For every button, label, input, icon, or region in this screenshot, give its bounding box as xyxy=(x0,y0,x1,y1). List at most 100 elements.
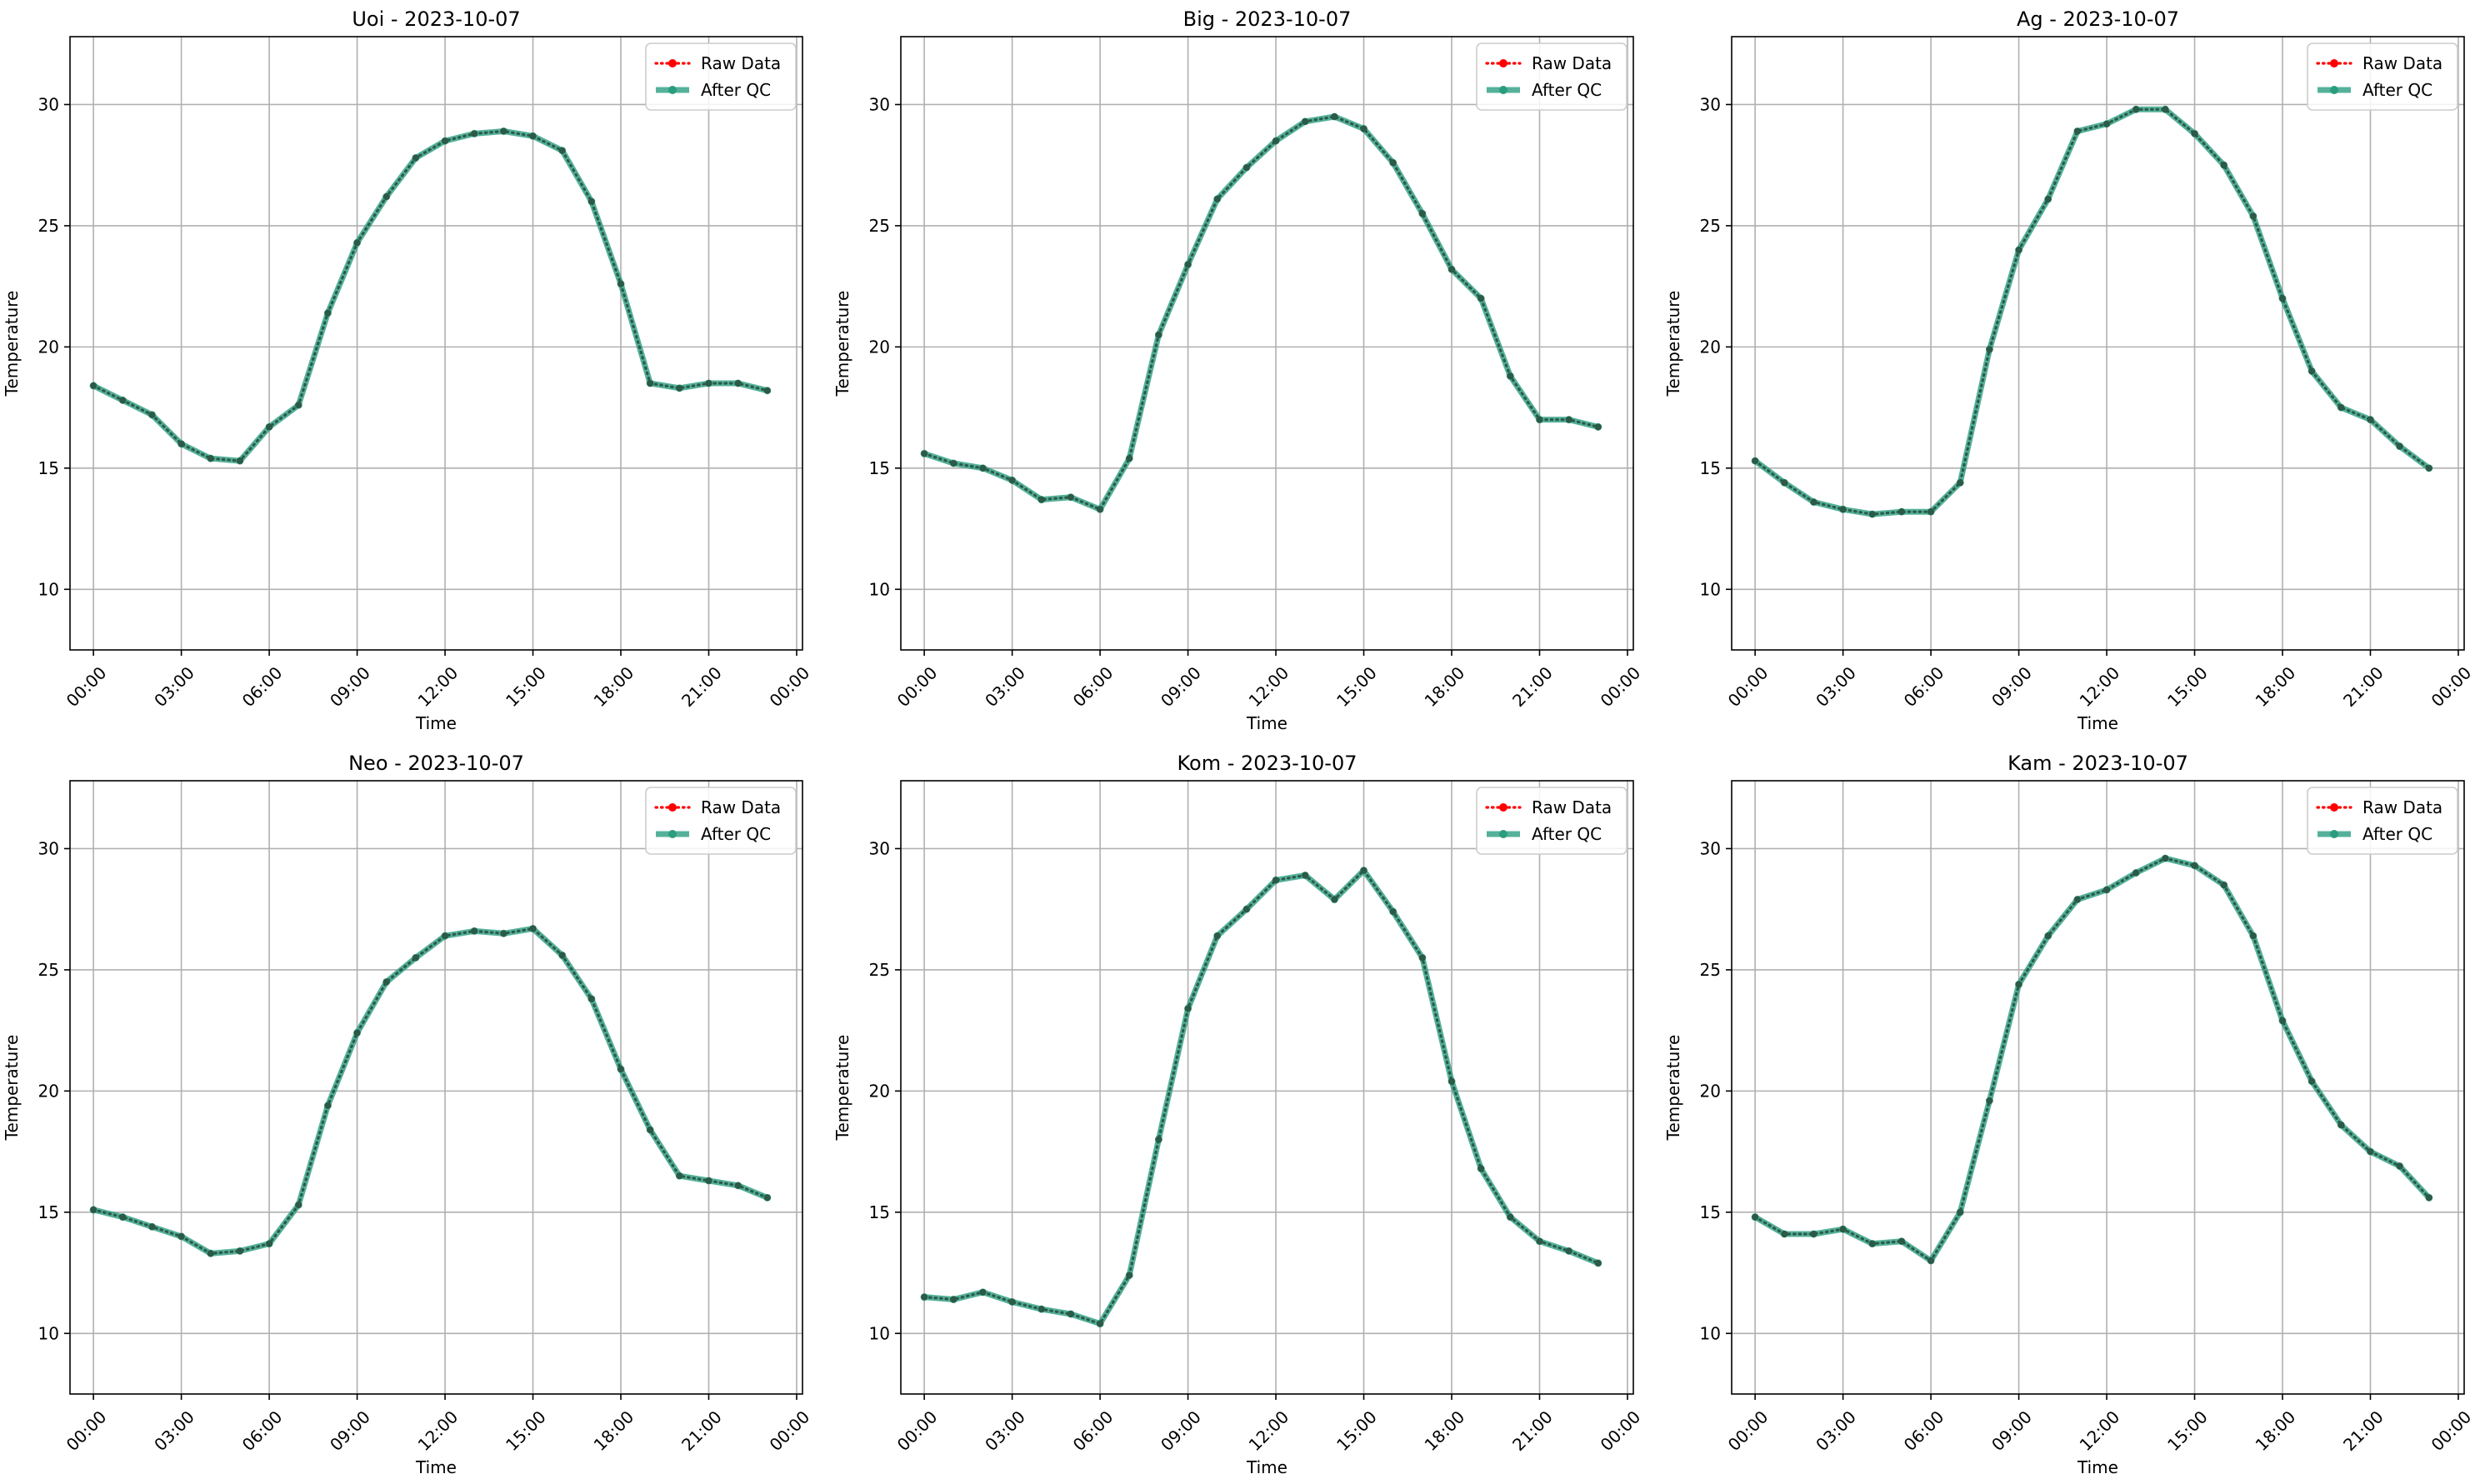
y-tick-label: 30 xyxy=(38,838,59,858)
legend-raw-data-marker xyxy=(668,803,677,812)
y-tick-label: 30 xyxy=(38,94,59,114)
y-tick-label: 20 xyxy=(869,1081,890,1101)
data-point-raw-data xyxy=(178,1232,185,1240)
subplot-title: Ag - 2023-10-07 xyxy=(2017,7,2179,31)
legend-raw-data-marker xyxy=(2330,803,2338,812)
data-point-raw-data xyxy=(1868,511,1876,518)
data-point-raw-data xyxy=(2249,932,2257,940)
x-tick-label: 21:00 xyxy=(678,1407,726,1455)
data-point-raw-data xyxy=(2396,1162,2403,1170)
data-point-raw-data xyxy=(588,995,595,1002)
data-point-raw-data xyxy=(921,1293,928,1301)
data-point-raw-data xyxy=(1038,496,1045,503)
data-point-raw-data xyxy=(1752,457,1759,465)
axes-frame xyxy=(69,36,803,651)
x-tick-label: 15:00 xyxy=(502,1407,550,1455)
data-point-raw-data xyxy=(207,455,214,462)
data-point-raw-data xyxy=(2279,1017,2287,1024)
data-point-raw-data xyxy=(1928,1257,1935,1264)
data-point-raw-data xyxy=(1213,932,1221,940)
y-tick-label: 25 xyxy=(38,216,59,236)
data-point-raw-data xyxy=(1126,1272,1133,1279)
y-tick-label: 30 xyxy=(1700,838,1721,858)
data-point-raw-data xyxy=(2191,862,2198,869)
data-point-raw-data xyxy=(2073,127,2081,135)
data-point-raw-data xyxy=(2425,464,2432,472)
axes-frame xyxy=(69,780,803,1395)
y-tick-label: 30 xyxy=(869,838,890,858)
y-tick-label: 10 xyxy=(38,579,59,599)
series-line-raw-data xyxy=(1753,107,2431,516)
data-point-raw-data xyxy=(1126,455,1133,462)
y-tick-label: 15 xyxy=(1700,458,1721,478)
y-tick-label: 30 xyxy=(1700,94,1721,114)
data-point-raw-data xyxy=(2338,1122,2345,1129)
legend-after-qc-marker xyxy=(1499,86,1508,94)
x-tick-label: 00:00 xyxy=(2428,1407,2476,1455)
data-point-raw-data xyxy=(471,927,478,935)
x-tick-label: 12:00 xyxy=(2076,662,2124,711)
legend-label-raw-data: Raw Data xyxy=(1532,797,1612,817)
data-point-raw-data xyxy=(1957,479,1964,487)
data-point-raw-data xyxy=(705,1177,712,1184)
x-tick-label: 09:00 xyxy=(1988,662,2036,711)
data-point-raw-data xyxy=(2396,442,2403,450)
data-point-raw-data xyxy=(1898,1237,1905,1245)
y-tick-label: 10 xyxy=(869,579,890,599)
data-point-raw-data xyxy=(236,457,243,465)
series-line-raw-data xyxy=(922,868,1600,1326)
data-point-raw-data xyxy=(676,384,683,392)
x-tick-label: 09:00 xyxy=(326,662,374,711)
data-point-raw-data xyxy=(950,460,958,467)
data-point-raw-data xyxy=(1097,1320,1104,1327)
y-tick-label: 20 xyxy=(869,337,890,357)
data-point-raw-data xyxy=(618,1066,625,1073)
data-point-raw-data xyxy=(763,1194,771,1202)
legend-box xyxy=(1476,42,1628,111)
x-tick-label: 06:00 xyxy=(1069,1407,1118,1455)
data-point-raw-data xyxy=(588,197,595,205)
x-tick-label: 06:00 xyxy=(238,662,287,711)
legend-after-qc-marker xyxy=(2330,830,2338,838)
y-tick-label: 10 xyxy=(869,1323,890,1343)
data-point-raw-data xyxy=(618,280,625,287)
data-point-raw-data xyxy=(2220,162,2228,169)
y-axis-label: Temperature xyxy=(832,291,852,397)
data-point-raw-data xyxy=(763,387,771,394)
data-point-raw-data xyxy=(979,464,987,472)
data-point-raw-data xyxy=(382,978,390,986)
data-point-raw-data xyxy=(1810,1231,1818,1237)
axes-frame xyxy=(900,36,1634,651)
data-point-raw-data xyxy=(412,954,419,962)
data-point-raw-data xyxy=(1155,1136,1162,1143)
data-point-raw-data xyxy=(1184,261,1192,268)
legend-label-after-qc: After QC xyxy=(2362,824,2432,844)
data-point-raw-data xyxy=(1389,159,1397,167)
data-point-raw-data xyxy=(1781,479,1788,487)
y-tick-label: 25 xyxy=(1700,216,1721,236)
grid xyxy=(70,781,802,1394)
x-tick-label: 15:00 xyxy=(1332,662,1381,711)
data-point-raw-data xyxy=(1478,1165,1485,1172)
data-point-raw-data xyxy=(412,154,419,162)
plot-area xyxy=(70,37,802,650)
x-axis-label: Time xyxy=(1246,713,1288,733)
legend-after-qc-marker xyxy=(1499,830,1508,838)
x-tick-label: 18:00 xyxy=(2252,662,2300,711)
data-point-raw-data xyxy=(1331,113,1338,120)
data-point-raw-data xyxy=(1184,1005,1192,1012)
x-tick-label: 15:00 xyxy=(1332,1407,1381,1455)
subplot-title: Big - 2023-10-07 xyxy=(1183,7,1352,31)
data-point-raw-data xyxy=(734,380,742,387)
x-tick-label: 18:00 xyxy=(1421,1407,1469,1455)
data-point-raw-data xyxy=(1536,416,1543,423)
data-point-raw-data xyxy=(119,1213,127,1221)
y-axis-label: Temperature xyxy=(2,1035,22,1142)
data-point-raw-data xyxy=(295,1202,302,1209)
legend-after-qc-marker xyxy=(2330,86,2338,94)
data-point-raw-data xyxy=(2367,416,2374,423)
data-point-raw-data xyxy=(2367,1148,2374,1156)
data-point-raw-data xyxy=(1418,954,1426,962)
y-tick-label: 15 xyxy=(1700,1202,1721,1222)
plot-area xyxy=(1732,781,2464,1394)
